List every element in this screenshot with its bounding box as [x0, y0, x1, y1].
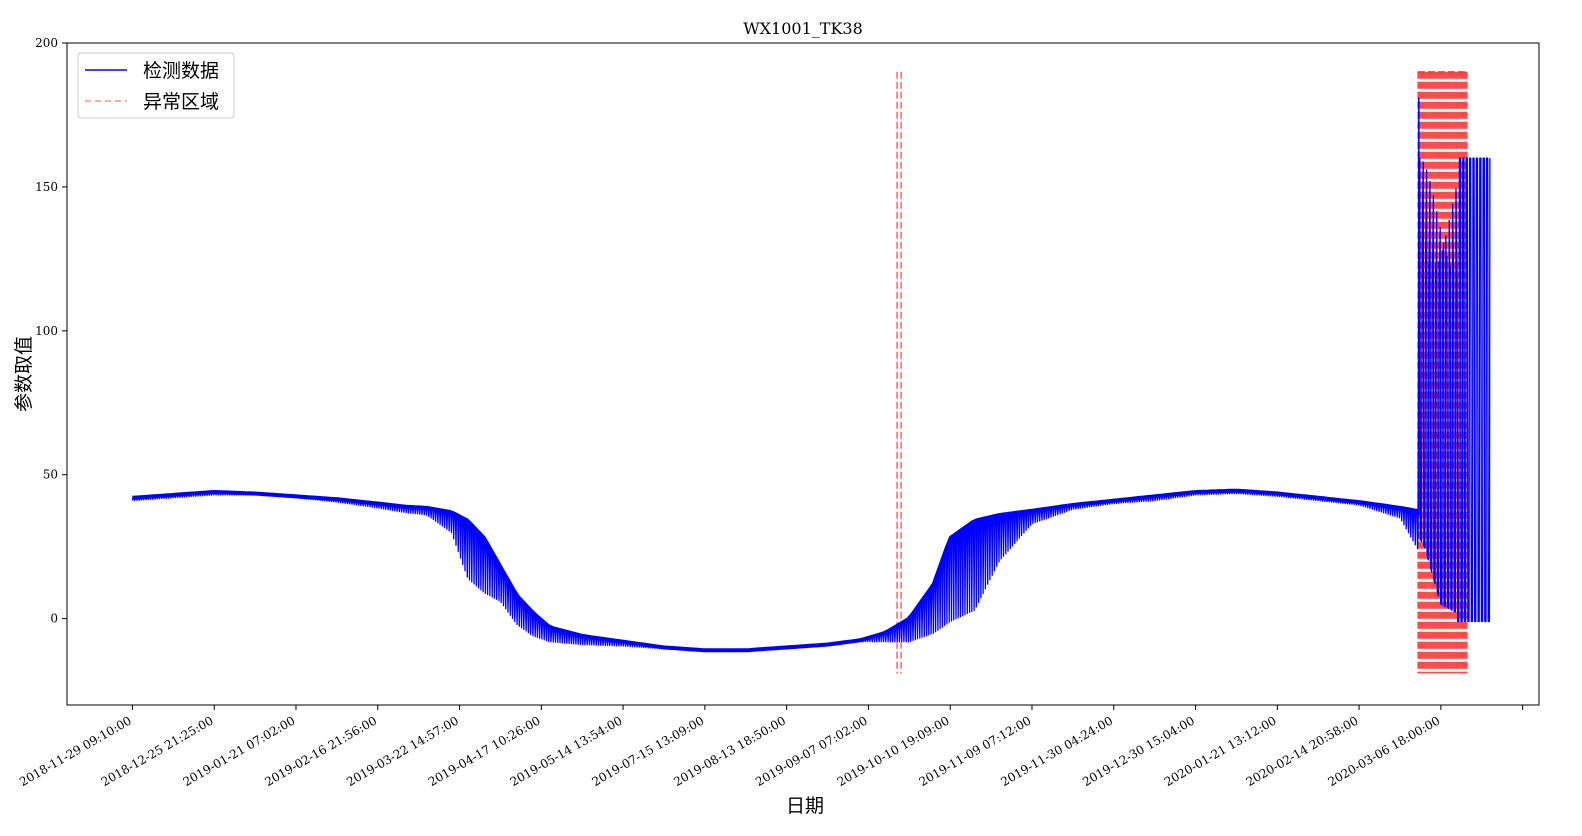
- chart-title: WX1001_TK38: [743, 19, 863, 38]
- detected-data-trend: [132, 488, 1419, 653]
- y-axis-label: 参数取值: [13, 336, 35, 412]
- x-axis-label: 日期: [786, 795, 824, 817]
- y-tick-label: 50: [43, 468, 58, 482]
- y-tick-label: 200: [35, 36, 58, 50]
- legend-label-detected: 检测数据: [143, 60, 219, 82]
- plot-area: [131, 71, 1491, 674]
- legend: 检测数据 异常区域: [77, 52, 235, 119]
- y-tick-label: 150: [35, 180, 58, 194]
- y-tick-label: 0: [50, 612, 58, 626]
- legend-label-anomaly: 异常区域: [143, 91, 219, 113]
- y-tick-label: 100: [35, 324, 58, 338]
- plot-frame: [66, 42, 1540, 706]
- y-axis: 0 50 100 150 200: [35, 36, 67, 626]
